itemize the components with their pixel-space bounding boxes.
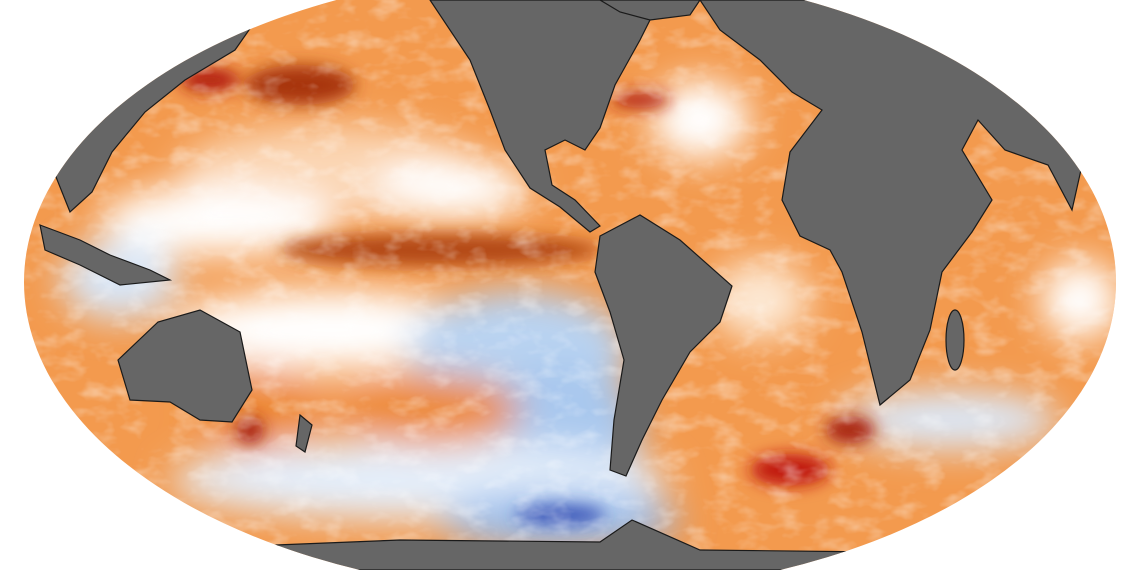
greenland [597,0,702,21]
madagascar [945,309,965,371]
landmasses [39,0,1091,570]
australia [117,309,253,423]
north-america [428,0,661,233]
maritime-continent [39,224,173,286]
south-america [594,214,733,477]
new-zealand [295,413,313,453]
